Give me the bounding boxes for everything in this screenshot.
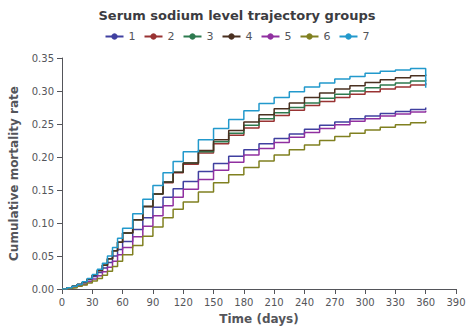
- svg-text:0.25: 0.25: [32, 119, 54, 130]
- svg-text:240: 240: [295, 297, 314, 308]
- svg-text:1: 1: [129, 30, 136, 43]
- svg-text:Serum sodium level trajectory: Serum sodium level trajectory groups: [98, 8, 375, 23]
- svg-text:3: 3: [207, 30, 214, 43]
- svg-text:90: 90: [147, 297, 160, 308]
- svg-text:120: 120: [174, 297, 193, 308]
- svg-text:0.10: 0.10: [32, 218, 54, 229]
- svg-text:7: 7: [362, 30, 369, 43]
- svg-text:0.05: 0.05: [32, 251, 54, 262]
- svg-text:210: 210: [265, 297, 284, 308]
- svg-text:300: 300: [356, 297, 375, 308]
- svg-text:0.35: 0.35: [32, 53, 54, 64]
- svg-text:390: 390: [446, 297, 465, 308]
- svg-text:0: 0: [59, 297, 65, 308]
- svg-text:0.30: 0.30: [32, 86, 54, 97]
- svg-text:270: 270: [325, 297, 344, 308]
- svg-text:4: 4: [246, 30, 253, 43]
- svg-text:0.20: 0.20: [32, 152, 54, 163]
- svg-text:180: 180: [234, 297, 253, 308]
- svg-text:Time (days): Time (days): [219, 312, 298, 326]
- svg-text:2: 2: [168, 30, 175, 43]
- svg-text:Cumulative mortality rate: Cumulative mortality rate: [7, 86, 21, 261]
- svg-text:6: 6: [323, 30, 330, 43]
- svg-text:60: 60: [116, 297, 129, 308]
- svg-text:360: 360: [416, 297, 435, 308]
- svg-text:150: 150: [204, 297, 223, 308]
- svg-text:5: 5: [284, 30, 291, 43]
- svg-text:30: 30: [86, 297, 99, 308]
- svg-text:330: 330: [386, 297, 405, 308]
- svg-text:0.00: 0.00: [32, 284, 54, 295]
- svg-text:0.15: 0.15: [32, 185, 54, 196]
